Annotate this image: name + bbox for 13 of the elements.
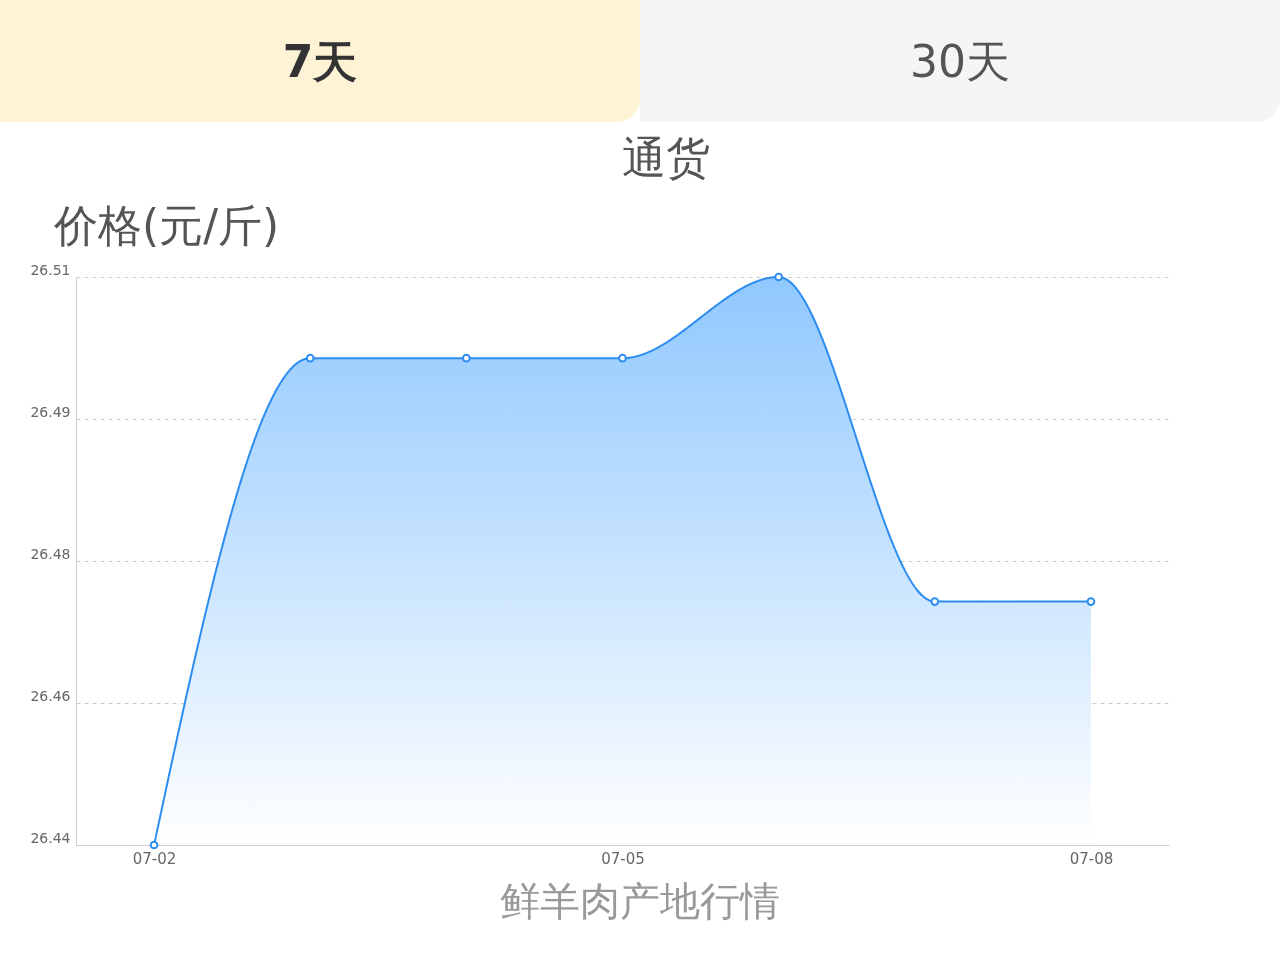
y-tick-label: 26.46 (30, 687, 71, 704)
chart-title: 通货 (622, 132, 710, 183)
x-tick-label: 07-05 (601, 849, 645, 868)
y-tick-label: 26.44 (30, 829, 71, 846)
x-tick-label: 07-02 (132, 849, 177, 868)
y-tick-label: 26.51 (30, 261, 71, 278)
y-axis-title: 价格(元/斤) (53, 200, 280, 251)
text: 30天 (910, 36, 1010, 87)
y-tick-label: 26.48 (30, 545, 71, 562)
text: 鲜羊肉产地行情 (500, 878, 780, 924)
x-tick-label: 07-08 (1069, 849, 1114, 868)
text: 7天 (282, 36, 358, 87)
y-tick-label: 26.49 (30, 403, 71, 420)
